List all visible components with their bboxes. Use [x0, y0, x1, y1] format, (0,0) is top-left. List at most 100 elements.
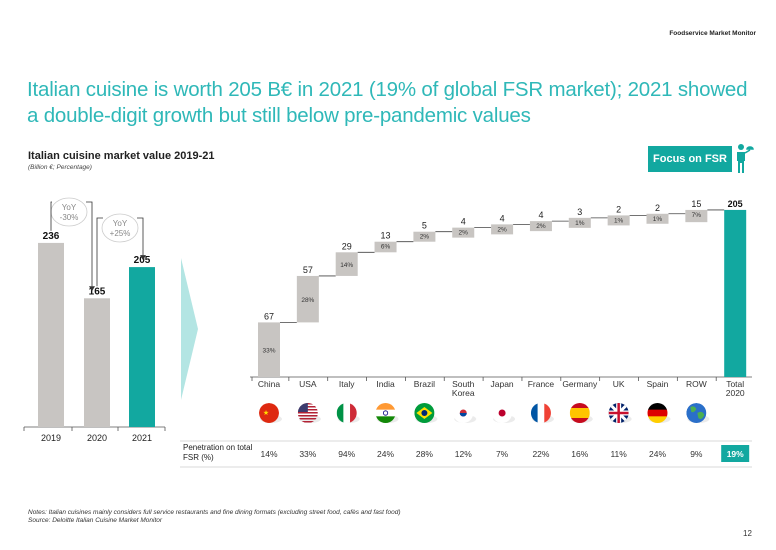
waterfall-value-italy: 29	[342, 241, 352, 251]
waterfall-share-spain: 1%	[653, 216, 663, 223]
penetration-france: 22%	[532, 449, 549, 459]
yoy-label: YoY	[62, 203, 77, 212]
category-label-france: France	[528, 379, 555, 389]
category-label-brazil: Brazil	[414, 379, 435, 389]
penetration-germany: 16%	[571, 449, 588, 459]
italy-flag-icon	[336, 403, 357, 423]
waterfall-bar-italy	[335, 252, 358, 276]
usa-flag-icon	[297, 403, 318, 423]
category-label-total: 2020	[726, 388, 745, 398]
bar-2021	[129, 267, 155, 427]
yoy-arrow-head	[140, 255, 146, 261]
china-flag-icon: ★	[259, 403, 279, 423]
waterfall-share-china: 33%	[262, 348, 275, 355]
slide-title-line-1: Italian cuisine is worth 205 B€ in 2021 …	[27, 78, 748, 101]
penetration-spain: 24%	[649, 449, 666, 459]
flag-stripe	[544, 403, 551, 423]
slide-title-line-2: a double-digit growth but still below pr…	[27, 104, 531, 127]
bar-value-2019: 236	[43, 231, 60, 242]
category-label-uk: UK	[613, 379, 625, 389]
penetration-japan: 7%	[496, 449, 509, 459]
flag-sun	[498, 409, 506, 417]
focus-label: Focus on FSR	[653, 153, 727, 165]
chart-subtitle: (Billion €; Percentage)	[28, 164, 92, 171]
footnotes: Notes: Italian cuisines mainly considers…	[28, 509, 401, 525]
waterfall-value-china: 67	[264, 311, 274, 321]
waterfall-value-germany: 3	[577, 207, 582, 217]
category-label-row: ROW	[686, 379, 707, 389]
uk-flag-icon	[608, 403, 629, 423]
chevron-arrow	[181, 258, 198, 400]
waterfall-bar-spain	[646, 213, 669, 224]
brazil-flag-icon	[414, 403, 435, 423]
waterfall-share-south-korea: 2%	[459, 230, 469, 237]
flag-globe	[421, 410, 428, 416]
germany-flag-icon	[647, 403, 668, 423]
waterfall-share-row: 7%	[692, 212, 702, 219]
flag-taegeuk-blue	[459, 413, 467, 417]
waterfall-value-brazil: 5	[422, 221, 427, 231]
waterfall-value-uk: 2	[616, 204, 621, 214]
flag-canton	[297, 403, 308, 412]
south-korea-flag-icon	[453, 403, 474, 423]
waterfall-bar-south-korea	[452, 227, 475, 238]
bar-value-2020: 165	[89, 286, 106, 297]
yoy-value: -30%	[60, 213, 79, 222]
flag-stripe	[647, 403, 668, 410]
category-label-japan: Japan	[491, 379, 514, 389]
waterfall-value-row: 15	[691, 199, 701, 209]
waiter-icon	[737, 144, 754, 173]
waterfall-share-japan: 2%	[497, 226, 507, 233]
flag-stripe	[375, 416, 396, 423]
focus-on-fsr-badge: Focus on FSR	[648, 146, 732, 172]
yoy-bubble	[101, 213, 139, 243]
waterfall-value-japan: 4	[500, 213, 505, 223]
penetration-china: 14%	[260, 449, 277, 459]
waterfall-share-uk: 1%	[614, 217, 624, 224]
category-label-china: China	[258, 379, 280, 389]
waterfall-bar-germany	[568, 217, 591, 228]
penetration-row: 9%	[690, 449, 703, 459]
yoy-arrow-line	[96, 217, 144, 287]
category-label-usa: USA	[299, 379, 317, 389]
penetration-italy: 94%	[338, 449, 355, 459]
globe-ocean	[686, 403, 707, 423]
flag-bg	[259, 403, 279, 423]
yoy-label: YoY	[113, 219, 128, 228]
bar-2020	[84, 298, 110, 427]
flag-stripe	[350, 403, 357, 423]
x-label-2021: 2021	[132, 433, 152, 443]
flag-stripe	[297, 421, 318, 423]
flag-stripe	[375, 409, 396, 417]
category-label-germany: Germany	[562, 379, 598, 389]
waterfall-bar-brazil	[413, 231, 436, 242]
waterfall-share-usa: 28%	[301, 297, 314, 304]
category-label-spain: Spain	[647, 379, 669, 389]
flag-stripe	[569, 408, 590, 419]
waterfall-value-spain: 2	[655, 203, 660, 213]
penetration-south-korea: 12%	[455, 449, 472, 459]
spain-flag-icon	[569, 403, 590, 423]
category-label-italy: Italy	[339, 379, 355, 389]
france-flag-icon	[530, 403, 551, 423]
waterfall-bar-india	[374, 241, 397, 253]
waterfall-bar-china	[258, 322, 280, 377]
flag-stripe	[537, 403, 545, 423]
bar-value-2021: 205	[134, 255, 151, 266]
waterfall-bar-row	[685, 209, 708, 223]
penetration-total: 19%	[727, 449, 744, 459]
waterfall-value-usa: 57	[303, 265, 313, 275]
flag-stripe	[297, 418, 318, 420]
penetration-label: Penetration on total FSR (%)	[183, 443, 253, 462]
penetration-brazil: 28%	[416, 449, 433, 459]
bar-2019	[38, 242, 64, 427]
flag-cross-red	[608, 403, 629, 423]
waterfall-bar-japan	[491, 224, 514, 235]
waterfall-share-brazil: 2%	[420, 234, 430, 241]
flag-stripe	[647, 409, 668, 417]
waterfall-value-france: 4	[538, 210, 543, 220]
globe-icon	[686, 403, 707, 423]
waterfall-bar-uk	[607, 215, 630, 226]
flag-stripe	[647, 416, 668, 423]
